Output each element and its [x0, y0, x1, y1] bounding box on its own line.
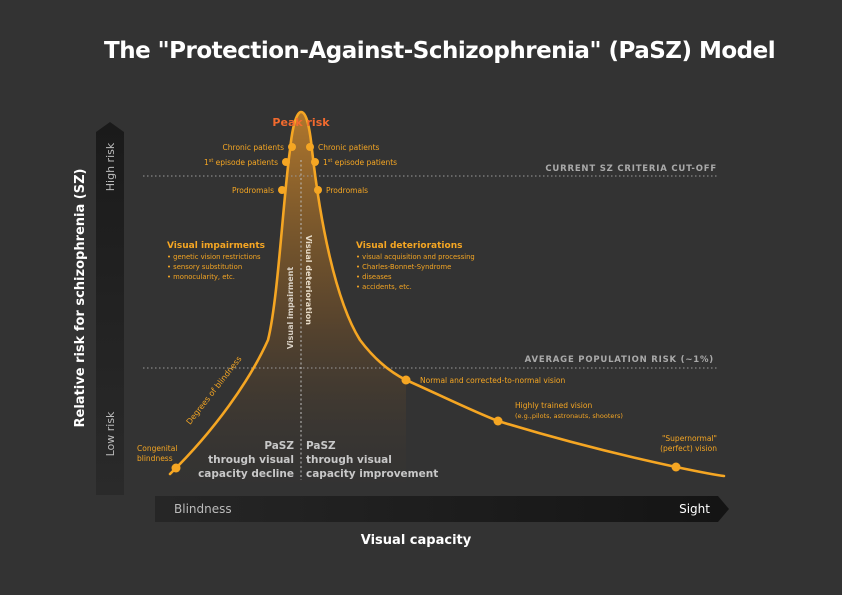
pasz-decline-text: PaSZ — [264, 440, 294, 452]
pasz-improvement-text: PaSZ — [306, 440, 336, 452]
point-trained-vision — [493, 416, 503, 426]
label-prodromals-left: Prodromals — [232, 186, 274, 195]
point-chronic-left — [288, 143, 296, 151]
congenital-label: blindness — [137, 454, 173, 463]
supernormal-label: "Supernormal" — [662, 434, 717, 443]
risk-area-fill — [176, 112, 406, 482]
trained-vision-label: Highly trained vision — [515, 401, 592, 410]
point-normal-vision — [401, 375, 411, 385]
population-risk-label: AVERAGE POPULATION RISK (~1%) — [525, 355, 714, 365]
first-num-left: 1 — [204, 158, 209, 167]
visual-deterioration-vertical: Visual deterioration — [304, 235, 313, 325]
deteriorations-heading: Visual deteriorations — [356, 241, 462, 251]
impairments-item: • monocularity, etc. — [167, 273, 235, 281]
deteriorations-item: • diseases — [356, 273, 392, 281]
x-axis-left: Blindness — [174, 502, 232, 516]
point-prodromals-right — [314, 186, 322, 194]
x-axis-label: Visual capacity — [361, 533, 472, 548]
first-num-right: 1 — [323, 158, 328, 167]
impairments-heading: Visual impairments — [167, 241, 265, 251]
label-chronic-right: Chronic patients — [318, 143, 380, 152]
first-sup-left: st — [209, 158, 214, 164]
label-first-episode-left: 1st episode patients — [204, 158, 278, 167]
y-axis-arrow — [96, 122, 124, 495]
pasz-improvement-text: through visual — [306, 454, 392, 466]
deteriorations-item: • visual acquisition and processing — [356, 253, 475, 261]
peak-risk-label: Peak risk — [272, 116, 330, 129]
pasz-decline-text: capacity decline — [198, 468, 294, 480]
first-rest-left: episode patients — [213, 158, 278, 167]
page-title: The "Protection-Against-Schizophrenia" (… — [104, 38, 776, 64]
label-chronic-left: Chronic patients — [223, 143, 285, 152]
point-prodromals-left — [278, 186, 286, 194]
cutoff-label: CURRENT SZ CRITERIA CUT-OFF — [545, 164, 717, 174]
point-first-episode-right — [311, 158, 319, 166]
deteriorations-item: • Charles-Bonnet-Syndrome — [356, 263, 451, 271]
x-axis-right: Sight — [679, 502, 710, 516]
pasz-decline-text: through visual — [208, 454, 294, 466]
y-axis-low: Low risk — [104, 411, 117, 456]
first-sup-right: st — [328, 158, 333, 164]
point-congenital — [171, 463, 181, 473]
y-axis-high: High risk — [104, 142, 117, 191]
impairments-item: • sensory substitution — [167, 263, 242, 271]
normal-vision-label: Normal and corrected-to-normal vision — [420, 376, 565, 385]
x-axis-arrow — [155, 496, 729, 522]
impairments-item: • genetic vision restrictions — [167, 253, 261, 261]
deteriorations-item: • accidents, etc. — [356, 283, 412, 291]
congenital-label: Congenital — [137, 444, 177, 453]
pasz-improvement-text: capacity improvement — [306, 468, 438, 480]
label-prodromals-right: Prodromals — [326, 186, 368, 195]
point-supernormal — [671, 462, 681, 472]
point-first-episode-left — [282, 158, 290, 166]
y-axis-label: Relative risk for schizophrenia (SZ) — [73, 169, 88, 428]
supernormal-label: (perfect) vision — [660, 444, 717, 453]
point-chronic-right — [306, 143, 314, 151]
trained-vision-label: (e.g.,pilots, astronauts, shooters) — [515, 412, 623, 420]
visual-impairment-vertical: Visual impairment — [286, 267, 295, 350]
label-first-episode-right: 1st episode patients — [323, 158, 397, 167]
risk-curve — [168, 110, 726, 478]
first-rest-right: episode patients — [332, 158, 397, 167]
